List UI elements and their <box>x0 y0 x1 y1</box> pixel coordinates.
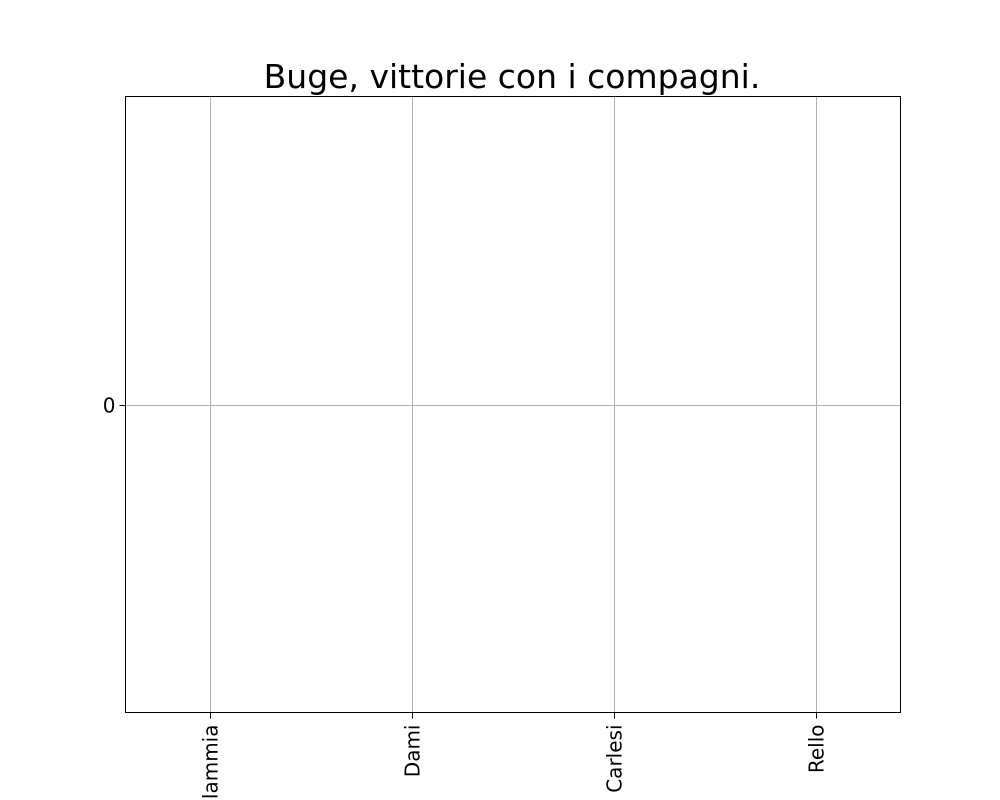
x-tick-label: Flammia <box>199 725 223 800</box>
x-tick-label: Carlesi <box>603 725 627 793</box>
y-axis: 0 <box>103 394 126 418</box>
plot-area-frame <box>125 96 901 713</box>
y-tick-label: 0 <box>103 394 116 418</box>
x-tick-label: Rello <box>805 725 829 774</box>
grid-layer <box>125 96 901 713</box>
x-axis: Flammia Dami Carlesi Rello <box>199 712 829 800</box>
x-tick-label: Dami <box>401 725 425 778</box>
chart-title: Buge, vittorie con i compagni. <box>264 57 761 96</box>
